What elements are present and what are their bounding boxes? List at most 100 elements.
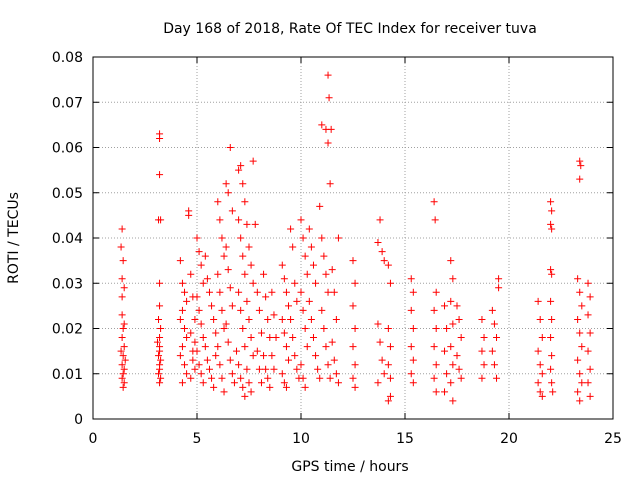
data-point <box>287 225 295 233</box>
data-point <box>280 329 288 337</box>
data-point <box>239 252 247 260</box>
data-point <box>156 347 164 355</box>
data-point <box>431 216 439 224</box>
data-point <box>443 325 451 332</box>
data-point <box>118 374 126 382</box>
data-point <box>249 279 257 287</box>
data-point <box>430 198 438 206</box>
data-point <box>320 252 328 260</box>
data-point <box>119 325 127 332</box>
data-point <box>547 365 555 373</box>
data-point <box>118 334 126 342</box>
data-point <box>536 315 544 323</box>
data-point <box>297 216 305 224</box>
data-point <box>409 288 417 296</box>
data-point <box>260 270 268 278</box>
data-point <box>312 279 320 287</box>
data-point <box>156 302 164 310</box>
data-point <box>447 257 455 265</box>
data-point <box>218 374 226 382</box>
data-point <box>291 352 299 360</box>
data-point <box>216 361 224 369</box>
data-point <box>455 315 463 323</box>
data-point <box>268 288 276 296</box>
data-point <box>181 288 189 296</box>
data-point <box>262 365 270 373</box>
data-point <box>156 365 164 373</box>
data-point <box>490 320 498 328</box>
data-point <box>239 180 247 188</box>
data-point <box>241 270 249 278</box>
data-point <box>120 365 128 373</box>
data-point <box>480 334 488 342</box>
data-point <box>120 320 128 328</box>
data-point <box>157 374 165 382</box>
data-point <box>349 257 357 265</box>
data-point <box>305 225 313 233</box>
data-point <box>187 374 195 382</box>
data-point <box>318 121 326 129</box>
data-point <box>193 293 201 301</box>
data-point <box>307 243 315 251</box>
data-point <box>293 297 301 305</box>
data-point <box>119 383 127 391</box>
data-point <box>203 275 211 283</box>
data-point <box>349 374 357 382</box>
data-point <box>332 315 340 323</box>
data-point <box>586 329 594 337</box>
data-point <box>576 175 584 183</box>
data-point <box>548 352 556 360</box>
data-point <box>189 356 197 364</box>
data-point <box>449 397 457 405</box>
x-axis-title: GPS time / hours <box>291 459 408 475</box>
data-point <box>216 288 224 296</box>
data-point <box>538 334 546 342</box>
data-point <box>430 343 438 351</box>
data-point <box>301 325 309 332</box>
data-point <box>303 270 311 278</box>
data-point <box>157 216 165 224</box>
data-point <box>235 166 243 174</box>
data-point <box>156 379 164 387</box>
data-point <box>201 343 209 351</box>
data-point <box>301 252 309 260</box>
data-point <box>432 288 440 296</box>
data-point <box>549 388 557 396</box>
data-point <box>305 297 313 305</box>
data-point <box>322 270 330 278</box>
data-point <box>226 356 234 364</box>
data-point <box>478 374 486 382</box>
data-point <box>228 207 236 215</box>
data-point <box>287 315 295 323</box>
data-point <box>278 370 286 378</box>
data-point <box>547 297 555 305</box>
data-point <box>243 365 251 373</box>
data-point <box>430 306 438 314</box>
data-point <box>195 306 203 314</box>
data-point <box>255 365 263 373</box>
data-point <box>324 139 332 147</box>
data-point <box>538 392 546 400</box>
data-point <box>199 279 207 287</box>
data-point <box>538 370 546 378</box>
data-point <box>183 370 191 378</box>
data-point <box>447 343 455 351</box>
data-point <box>285 356 293 364</box>
data-point <box>155 315 163 323</box>
data-point <box>351 383 359 391</box>
data-point <box>297 288 305 296</box>
data-point <box>220 252 228 260</box>
data-point <box>178 343 186 351</box>
data-point <box>326 374 334 382</box>
data-point <box>272 334 280 342</box>
data-point <box>577 162 585 170</box>
data-point <box>453 352 461 360</box>
data-point <box>409 325 417 332</box>
data-point <box>307 315 315 323</box>
data-point <box>280 275 288 283</box>
data-point <box>430 374 438 382</box>
data-point <box>584 379 592 387</box>
data-point <box>441 388 449 396</box>
data-point <box>478 347 486 355</box>
data-point <box>441 302 449 310</box>
